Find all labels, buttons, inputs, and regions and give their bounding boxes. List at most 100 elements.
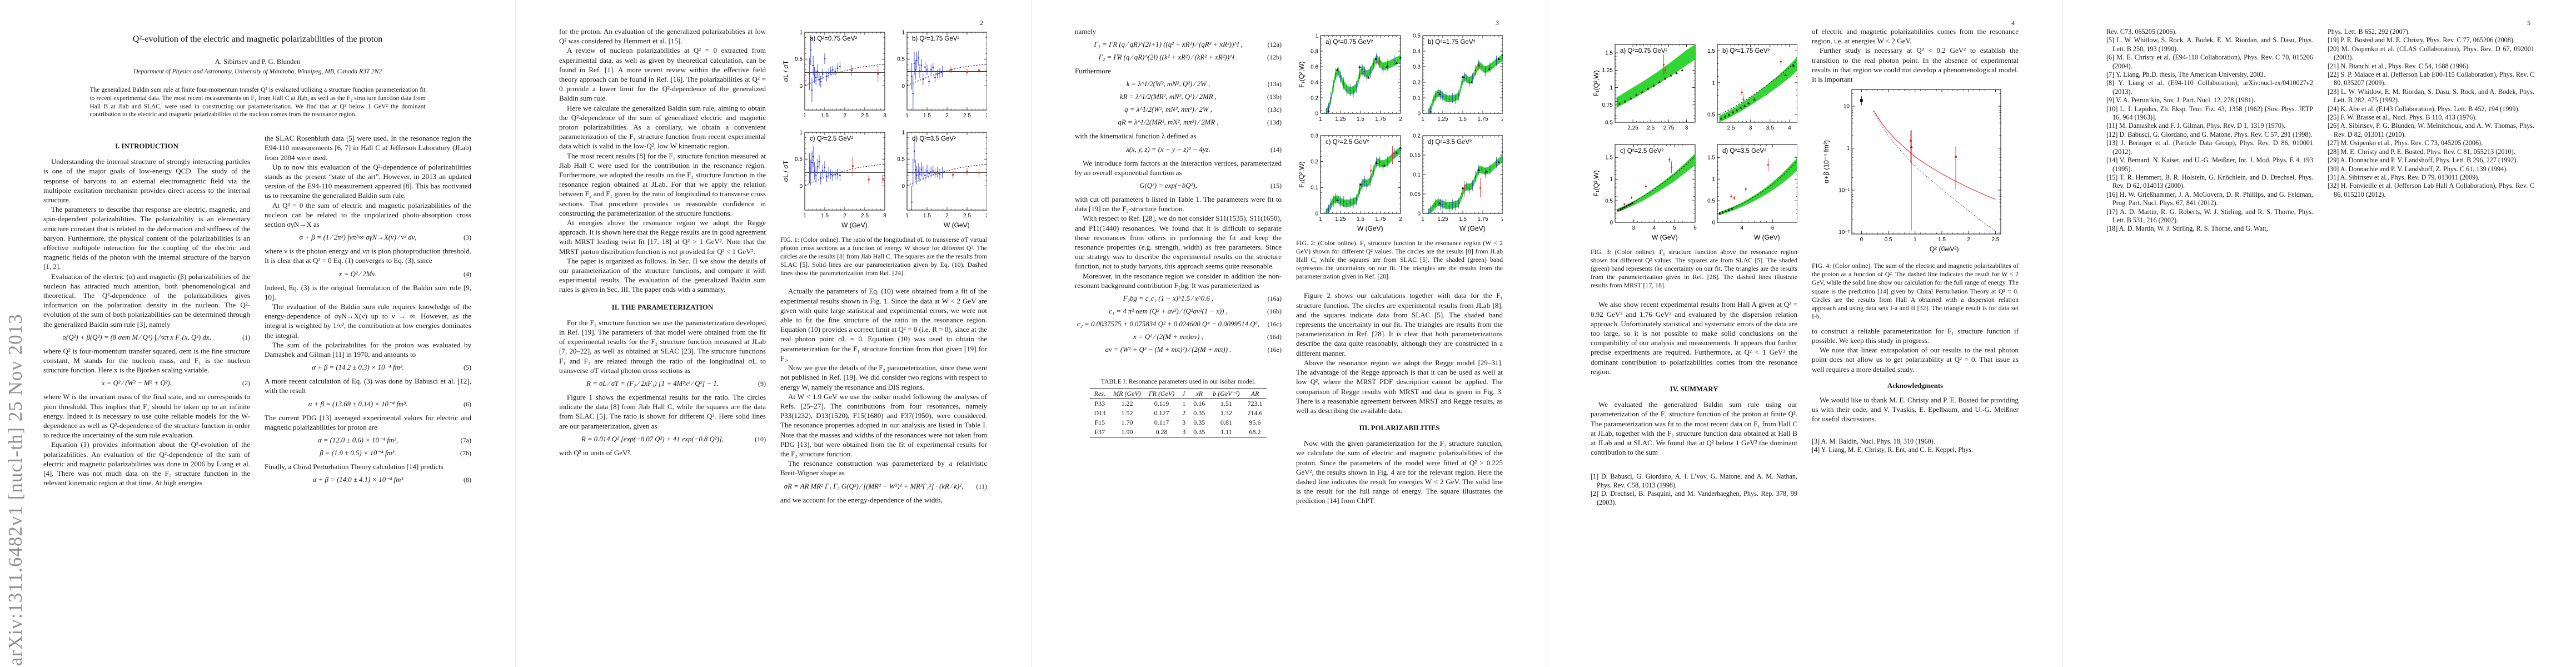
svg-text:2: 2: [1399, 216, 1402, 222]
paragraph: The current PDG [13] averaged experiment…: [265, 413, 471, 431]
svg-text:1: 1: [905, 213, 909, 219]
svg-text:4: 4: [1652, 225, 1656, 231]
paragraph: with Q² in units of GeV².: [559, 448, 632, 457]
table-cell: 95.6: [1249, 419, 1261, 427]
svg-text:0.1: 0.1: [1311, 185, 1318, 191]
page4-column-1: 2.25 2.5 2.75 3 0.5 0.75 1 1.25 1.5 a) Q²=0.75 Ge…: [1591, 27, 1797, 507]
reference-item: [17] A. D. Martin, R. G. Roberts, W. J. …: [2106, 207, 2313, 224]
spacer: [1812, 321, 2019, 326]
chart: 0 0.5 1 1.5 2 2.5 10⁻² 10⁻¹ 1 10 Q² (GeV²) α+β (10⁻…: [1822, 89, 2001, 253]
page4-body: 2.25 2.5 2.75 3 0.5 0.75 1 1.25 1.5 a) Q²=0.75 Ge…: [1547, 27, 2062, 507]
equation: c₂ = 0.0037575 + 0.075834 Q² + 0.024600 …: [1075, 320, 1282, 328]
svg-text:0.1: 0.1: [1413, 95, 1421, 101]
table-cell: 0.35: [1193, 409, 1205, 417]
table-cell: 3: [1178, 427, 1190, 438]
page3-column-1: namely Γ₁ = ΓR (q ⁄ qR)^(2l+1) ((q² + xR²…: [1075, 27, 1282, 438]
paragraph: The sum of the polarizabilites for the p…: [265, 340, 471, 359]
page3-body: namely Γ₁ = ΓR (q ⁄ qR)^(2l+1) ((q² + xR²…: [1032, 27, 1547, 506]
svg-text:0: 0: [1315, 211, 1318, 217]
equation-number: (13b): [1267, 93, 1282, 101]
paper-title: Q²-evolution of the electric and magneti…: [132, 34, 383, 44]
equation-body: α + β = (13.69 ± 0.14) × 10⁻⁴ fm³.: [308, 400, 408, 408]
equation: kR = λ^1/2(MR², mN², Q²) ⁄ 2MR , (13b): [1075, 93, 1282, 101]
svg-text:1: 1: [799, 130, 803, 136]
equation-body: Γ₁ = ΓR (q ⁄ qR)^(2l+1) ((q² + xR²) ⁄ (q…: [1094, 41, 1243, 49]
svg-text:0.1: 0.1: [1413, 172, 1421, 178]
table-cell: 2: [1182, 409, 1186, 417]
reference-item: [18] A. D. Martin, W. J. Stirling, R. S.…: [2106, 225, 2268, 233]
reference-item: [20] M. Osipenko et al. (CLAS Collaborat…: [2328, 44, 2534, 62]
fig1-figure: 1 1.5 2 2.5 3 0 0.5 1 a) Q²=0.75 GeV² σL / σT 1 1.5…: [780, 28, 987, 231]
svg-text:1: 1: [1712, 80, 1715, 86]
equation-number: (3): [464, 233, 471, 242]
equation-number: (12a): [1267, 41, 1282, 49]
svg-text:0.5: 0.5: [795, 57, 803, 63]
page-5: 5 Rev. C73, 065205 (2006). [5] L. W. Whit…: [2062, 0, 2576, 667]
svg-text:2.75: 2.75: [1663, 125, 1675, 131]
svg-text:0.3: 0.3: [1311, 133, 1318, 139]
paragraph: where Q² is four-momentum transfer squar…: [43, 346, 250, 375]
table-cell: F15: [1094, 419, 1105, 427]
page3-column-2: 1 1.25 1.5 1.75 2 0 0.2 0.4 0.6 0.8 1 a) Q²=0.75 Ge…: [1296, 27, 1503, 506]
svg-text:F₁(Q²,W): F₁(Q²,W): [1592, 170, 1600, 196]
table-cell: 0.81: [1220, 419, 1232, 427]
paragraph: Now with the given parameterization for …: [1296, 439, 1503, 505]
svg-text:3: 3: [1749, 125, 1752, 131]
svg-text:2: 2: [945, 113, 949, 119]
svg-text:σL / σT: σL / σT: [782, 60, 790, 82]
paragraph: Indeed, Eq. (3) is the original formulat…: [265, 283, 471, 301]
equation: k = λ^1/2(W², mN², Q²) ⁄ 2W , (13a): [1075, 80, 1282, 88]
equation-body: aν = (W² + Q² − (M + mπ)²) ⁄ (2(M + mπ))…: [1105, 346, 1232, 354]
svg-text:0.5: 0.5: [1413, 33, 1421, 39]
paragraph: Here we calculate the generalized Baldin…: [559, 103, 766, 151]
table-cell: D13: [1094, 409, 1106, 417]
svg-text:1.25: 1.25: [1335, 216, 1346, 222]
page4-column-2: of electric and magnetic polarizabilitie…: [1812, 27, 2019, 454]
arxiv-watermark: arXiv:1311.6482v1 [nucl-th] 25 Nov 2013: [4, 313, 26, 666]
svg-text:1: 1: [905, 113, 909, 119]
paragraph: For the F₁ structure function we use the…: [559, 318, 766, 375]
paragraph: where W is the invariant mass of the fin…: [43, 392, 250, 440]
reference-item: [28] M. E. Christy and P. E. Bosted, Phy…: [2328, 147, 2515, 156]
table-cell: 0.28: [1144, 427, 1179, 438]
reference-item: [7] Y. Liang, Ph.D. thesis, The American…: [2106, 71, 2265, 79]
paragraph: We note that linear extrapolation of our…: [1812, 346, 2019, 374]
reference-item: [11] M. Damashek and F. J. Gilman, Phys.…: [2106, 122, 2286, 130]
table-cell: 1.11: [1209, 427, 1244, 438]
svg-text:3: 3: [1685, 125, 1688, 131]
page-number: 5: [2527, 19, 2530, 27]
svg-text:F₁(Q²,W): F₁(Q²,W): [1298, 61, 1306, 87]
equation-body: kR = λ^1/2(MR², mN², Q²) ⁄ 2MR ,: [1120, 93, 1217, 101]
equation-number: (13c): [1267, 106, 1282, 114]
svg-text:2: 2: [1501, 116, 1503, 122]
equation-number: (16c): [1267, 320, 1282, 328]
svg-text:10⁻²: 10⁻²: [1838, 230, 1850, 236]
svg-text:1: 1: [1914, 237, 1917, 243]
svg-text:0.5: 0.5: [795, 157, 803, 163]
reference-item: [1] D. Babusci, G. Giordano, A. I. L’vov…: [1591, 472, 1797, 489]
table-row: D13 1.52 0.127 2 0.35 1.32 214.6: [1090, 409, 1266, 418]
reference-item: [10] L. I. Lapidus, Zh. Eksp. Teor. Fiz.…: [2106, 104, 2313, 122]
svg-text:2.5: 2.5: [963, 213, 971, 219]
table-caption: TABLE I: Resonance parameters used in ou…: [1100, 377, 1256, 386]
svg-text:W (GeV): W (GeV): [1459, 225, 1486, 232]
paragraph: and we account for the energy-dependence…: [780, 495, 943, 504]
paragraph: to construct a reliable parameterization…: [1812, 326, 2019, 345]
svg-text:3: 3: [883, 113, 886, 119]
equation: α(Q²) + β(Q²) = (8 αem M ⁄ Q⁴) ∫₀^xπ x F…: [43, 334, 250, 342]
table-cell: 0.16: [1193, 400, 1205, 408]
reference-item: Phys. Lett. B 652, 292 (2007).: [2328, 28, 2410, 36]
svg-text:2.5: 2.5: [1647, 125, 1655, 131]
spacer: [1296, 27, 1503, 30]
svg-text:a) Q²=0.75 GeV²: a) Q²=0.75 GeV²: [810, 36, 857, 42]
equation-body: Γ₂ = ΓR (q ⁄ qR)^(2l) ((k² + xR²) ⁄ (kR²…: [1098, 53, 1238, 62]
figure-caption: FIG. 4: (Color online). The sum of the e…: [1812, 262, 2019, 320]
svg-text:1.5: 1.5: [1459, 216, 1467, 222]
equation-body: qR = λ^1/2(MR², mN², mπ²) ⁄ 2MR ,: [1118, 118, 1219, 127]
svg-text:2: 2: [843, 213, 846, 219]
reference-item: [6] M. E. Christy et al. (E94-110 Collab…: [2106, 53, 2313, 70]
svg-text:1: 1: [799, 29, 803, 36]
page1-column-1: I. INTRODUCTION Understanding the interna…: [43, 133, 250, 487]
page-1: arXiv:1311.6482v1 [nucl-th] 25 Nov 2013 …: [0, 0, 515, 667]
svg-text:10⁻¹: 10⁻¹: [1838, 188, 1850, 194]
